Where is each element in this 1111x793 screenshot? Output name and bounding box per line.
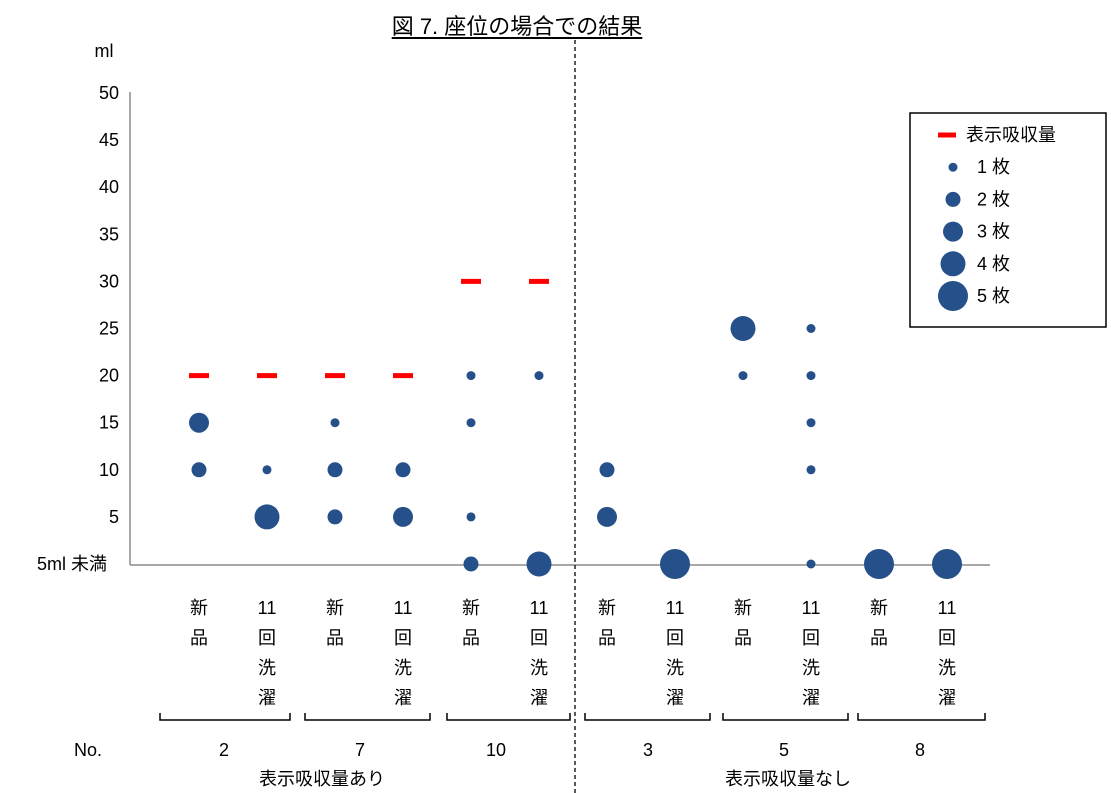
group-number: 2 xyxy=(219,740,229,760)
data-bubble xyxy=(463,556,479,572)
group-bracket xyxy=(446,713,571,721)
category-label: 新品 xyxy=(326,598,344,648)
group-number: 8 xyxy=(915,740,925,760)
data-bubble xyxy=(932,549,962,579)
group-bracket xyxy=(584,713,711,721)
y-tick-label: 20 xyxy=(99,366,119,386)
data-bubble xyxy=(466,512,476,522)
data-bubble xyxy=(806,324,816,333)
data-bubble xyxy=(599,462,615,478)
legend-label: 表示吸収量 xyxy=(966,125,1056,145)
y-tick-label: 40 xyxy=(99,177,119,197)
legend: 表示吸収量 1 枚 2 枚 3 枚 4 枚 5 枚 xyxy=(938,125,1056,311)
rated-absorption-mark xyxy=(189,373,209,379)
category-label: 11回洗濯 xyxy=(665,598,685,708)
category-label: 11回洗濯 xyxy=(529,598,549,708)
legend-label: 4 枚 xyxy=(977,254,1010,274)
legend-bubble-marker xyxy=(940,251,966,277)
category-label: 11回洗濯 xyxy=(801,598,821,708)
section-label: 表示吸収量あり xyxy=(259,769,385,789)
rated-absorption-mark xyxy=(325,373,345,379)
section-label: 表示吸収量なし xyxy=(725,769,851,789)
legend-bubble-marker xyxy=(938,281,968,311)
category-label: 新品 xyxy=(598,598,616,648)
legend-label: 3 枚 xyxy=(977,222,1010,242)
legend-bubble-marker xyxy=(943,221,963,242)
category-label: 11回洗濯 xyxy=(937,598,957,708)
data-bubble xyxy=(806,418,816,428)
group-number: 5 xyxy=(779,740,789,760)
y-tick-label: 5ml 未満 xyxy=(37,554,107,574)
rated-absorption-mark xyxy=(461,278,481,284)
data-bubble xyxy=(806,465,816,475)
y-tick-label: 5 xyxy=(109,507,119,527)
data-bubble xyxy=(330,418,340,428)
data-bubble xyxy=(738,371,748,381)
group-number: 3 xyxy=(643,740,653,760)
group-bracket xyxy=(304,713,431,721)
legend-bubble-marker xyxy=(945,191,961,207)
group-number: 7 xyxy=(355,740,365,760)
plot-marks xyxy=(189,278,962,579)
group-axis: 表示吸収量あり 2 7 10 表示吸収量なし 3 5 8 No. xyxy=(74,713,986,789)
data-bubble xyxy=(526,551,552,577)
data-bubble xyxy=(730,316,756,341)
data-bubble xyxy=(660,549,690,579)
data-bubble xyxy=(254,504,280,530)
rated-absorption-mark xyxy=(393,373,413,379)
y-tick-labels: ml 5ml 未満 5 10 15 20 25 30 35 40 45 50 xyxy=(37,41,119,574)
chart-title: 図 7. 座位の場合での結果 xyxy=(391,14,643,39)
y-tick-label: 45 xyxy=(99,130,119,150)
data-bubble xyxy=(395,462,411,478)
category-label: 新品 xyxy=(190,598,208,648)
group-bracket xyxy=(857,713,986,721)
y-tick-label: 35 xyxy=(99,224,119,244)
group-bracket xyxy=(159,713,291,721)
category-label: 新品 xyxy=(462,598,480,648)
y-tick-label: 25 xyxy=(99,319,119,339)
y-axis-label: ml xyxy=(95,41,114,61)
category-label: 新品 xyxy=(870,598,888,648)
data-bubble xyxy=(466,371,476,381)
group-axis-label: No. xyxy=(74,740,102,760)
y-tick-label: 10 xyxy=(99,460,119,480)
data-bubble xyxy=(189,412,209,433)
legend-label: 1 枚 xyxy=(977,157,1010,177)
data-bubble xyxy=(191,462,207,478)
rated-absorption-mark xyxy=(257,373,277,379)
category-label: 11回洗濯 xyxy=(257,598,277,708)
data-bubble xyxy=(806,371,816,381)
legend-bubble-marker xyxy=(948,162,958,172)
data-bubble xyxy=(327,509,343,525)
y-tick-label: 15 xyxy=(99,413,119,433)
category-label: 11回洗濯 xyxy=(393,598,413,708)
rated-absorption-mark xyxy=(529,278,549,284)
data-bubble xyxy=(597,506,617,527)
legend-label: 5 枚 xyxy=(977,286,1010,306)
data-bubble xyxy=(393,506,413,527)
data-bubble xyxy=(327,462,343,478)
category-label: 新品 xyxy=(734,598,752,648)
legend-label: 2 枚 xyxy=(977,189,1010,209)
data-bubble xyxy=(466,418,476,428)
data-bubble xyxy=(806,559,816,569)
data-bubble xyxy=(864,549,894,579)
legend-dash-marker xyxy=(938,132,956,138)
y-tick-label: 30 xyxy=(99,271,119,291)
group-bracket xyxy=(722,713,849,721)
data-bubble xyxy=(262,465,272,475)
group-number: 10 xyxy=(486,740,506,760)
y-tick-label: 50 xyxy=(99,83,119,103)
data-bubble xyxy=(534,371,544,381)
